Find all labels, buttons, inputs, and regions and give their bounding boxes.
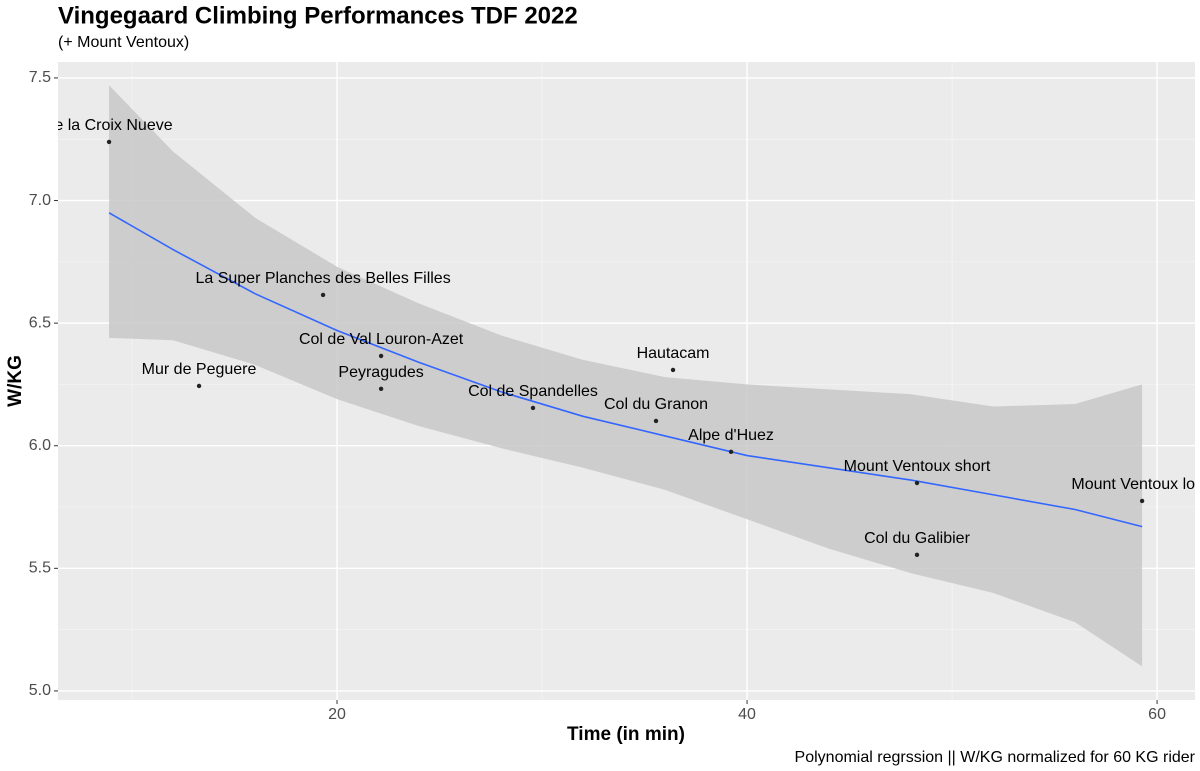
point <box>914 552 920 558</box>
y-tick-label: 5.0 <box>29 682 51 699</box>
fit-line <box>108 212 1143 528</box>
chart-subtitle: (+ Mount Ventoux) <box>58 34 189 51</box>
point-label: Col de Spandelles <box>468 383 598 400</box>
point-label: de la Croix Nueve <box>45 117 172 134</box>
point <box>378 353 384 359</box>
point <box>530 405 536 411</box>
point <box>728 449 734 455</box>
point <box>106 139 112 145</box>
point-label: Mount Ventoux long <box>1071 476 1200 493</box>
confidence-band <box>109 85 1143 667</box>
y-tick-label: 7.0 <box>29 192 51 209</box>
point-label: Col de Val Louron-Azet <box>299 331 464 348</box>
x-tick-label: 40 <box>738 706 756 723</box>
point <box>1139 498 1145 504</box>
point <box>914 480 920 486</box>
y-tick-label: 7.5 <box>29 69 51 86</box>
x-axis-title: Time (in min) <box>567 724 685 745</box>
point <box>378 386 384 392</box>
y-tick-label: 6.5 <box>29 314 51 331</box>
point-label: Mur de Peguere <box>142 361 257 378</box>
point-label: Hautacam <box>637 345 710 362</box>
point-label: Col du Galibier <box>864 530 971 547</box>
point-label: Col du Granon <box>604 396 708 413</box>
point <box>196 383 202 389</box>
point <box>320 292 326 298</box>
point <box>670 367 676 373</box>
plot-area: de la Croix Nueve La Super Planches des B… <box>45 85 1200 667</box>
x-tick-label: 60 <box>1148 706 1166 723</box>
point <box>653 418 659 424</box>
y-tick-label: 5.5 <box>29 560 51 577</box>
x-tick-label: 20 <box>328 706 346 723</box>
chart-title: Vingegaard Climbing Performances TDF 202… <box>58 2 578 29</box>
caption: Polynomial regrssion || W/KG normalized … <box>795 749 1196 766</box>
point-label: Alpe d'Huez <box>688 427 774 444</box>
y-axis-title: W/KG <box>5 355 26 407</box>
point-label: La Super Planches des Belles Filles <box>195 270 450 287</box>
point-label: Peyragudes <box>338 364 423 381</box>
y-tick-label: 6.0 <box>29 437 51 454</box>
point-label: Mount Ventoux short <box>844 458 991 475</box>
